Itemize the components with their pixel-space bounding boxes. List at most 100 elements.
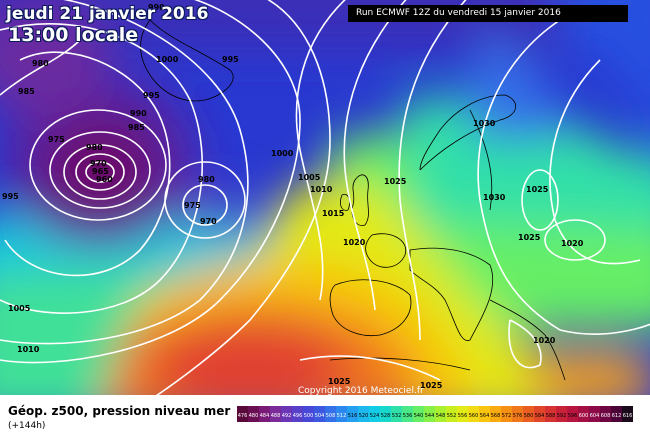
colorbar-label: 484 [260,413,270,419]
isobar-label: 1025 [526,185,549,194]
isobar-label: 975 [48,135,65,144]
colorbar-swatch [523,406,535,422]
colorbar-swatch [237,406,249,422]
model-run-label: Run ECMWF 12Z du vendredi 15 janvier 201… [348,5,628,22]
colorbar-swatch [468,406,480,422]
isobar-label: 1005 [8,304,31,313]
isobar-label: 1030 [473,119,496,128]
colorbar-label: 612 [612,413,622,419]
colorbar-label: 560 [469,413,479,419]
colorbar-label: 532 [392,413,402,419]
isobar-label: 1005 [298,173,321,182]
isobar-label: 970 [90,159,107,168]
isobar-label: 980 [32,59,49,68]
geopotential-field: 990 980 985 990 975 980 970 965 960 995 … [0,0,650,395]
colorbar-label: 548 [436,413,446,419]
colorbar-label: 520 [359,413,369,419]
colorbar-swatch [578,406,590,422]
colorbar-swatch [347,406,359,422]
colorbar-swatch [545,406,557,422]
isobar-label: 1020 [533,336,556,345]
legend-bar: Géop. z500, pression niveau mer (+144h) … [0,395,650,433]
isobar-label: 980 [198,175,215,184]
copyright-text: Copyright 2016 Meteociel.fr [298,386,424,396]
colorbar-label: 564 [480,413,490,419]
isobar-label: 1015 [322,209,345,218]
colorbar-label: 572 [502,413,512,419]
colorbar-swatch [457,406,469,422]
colorbar-label: 504 [315,413,325,419]
colorbar-swatch [380,406,392,422]
colorbar-swatch [248,406,260,422]
colorbar-label: 576 [513,413,523,419]
colorbar-swatch [501,406,513,422]
colorbar-label: 604 [590,413,600,419]
colorbar-swatch [611,406,623,422]
colorbar-label: 536 [403,413,413,419]
isobar-label: 1025 [328,377,351,386]
colorbar-label: 544 [425,413,435,419]
colorbar-label: 516 [348,413,358,419]
colorbar-label: 528 [381,413,391,419]
colorbar-swatch [314,406,326,422]
colorbar-label: 480 [249,413,259,419]
colorbar-swatch [358,406,370,422]
isobar-label: 1010 [17,345,40,354]
colorbar-label: 556 [458,413,468,419]
legend-title: Géop. z500, pression niveau mer [8,404,231,418]
colorbar-swatch [336,406,348,422]
weather-map: 990 980 985 990 975 980 970 965 960 995 … [0,0,650,395]
isobar-label: 995 [2,192,19,201]
isobar-label: 960 [96,175,113,184]
colorbar-swatch [325,406,337,422]
colorbar-label: 584 [535,413,545,419]
colorbar-label: 608 [601,413,611,419]
colorbar-label: 580 [524,413,534,419]
colorbar-swatch [259,406,271,422]
isobars [0,0,650,395]
isobar-label: 970 [200,217,217,226]
isobar-label: 985 [18,87,35,96]
isobar-label: 980 [86,143,103,152]
colorbar-swatch [391,406,403,422]
isobar-label: 975 [184,201,201,210]
colorbar-swatch [369,406,381,422]
colorbar-swatch [292,406,304,422]
forecast-lead: (+144h) [8,421,46,431]
isobar-label: 990 [130,109,147,118]
isobar-label: 1020 [561,239,584,248]
colorbar-swatch [303,406,315,422]
colorbar-label: 508 [326,413,336,419]
isobar-label: 1025 [518,233,541,242]
colorbar-swatch [413,406,425,422]
isobar-label: 1025 [420,381,443,390]
colorbar-swatch [270,406,282,422]
colorbar-swatch [281,406,293,422]
colorbar-label: 592 [557,413,567,419]
isobar-label: 1000 [271,149,294,158]
isobar-label: 995 [143,91,160,100]
isobar-label: 1025 [384,177,407,186]
colorbar-swatch [567,406,579,422]
colorbar-label: 540 [414,413,424,419]
colorbar-swatch [435,406,447,422]
colorbar-swatch [534,406,546,422]
isobar-label: 995 [222,55,239,64]
colorbar-swatch [479,406,491,422]
forecast-time: 13:00 locale [8,24,139,46]
colorbar-label: 476 [238,413,248,419]
isobar-label: 1000 [156,55,179,64]
colorbar-label: 524 [370,413,380,419]
colorbar-label: 500 [304,413,314,419]
colorbar-label: 512 [337,413,347,419]
colorbar-swatch [424,406,436,422]
colorbar-label: 616 [623,413,633,419]
colorbar-label: 596 [568,413,578,419]
colorbar-swatch [402,406,414,422]
isobar-label: 985 [128,123,145,132]
colorbar-swatch [622,406,633,422]
colorbar-label: 588 [546,413,556,419]
forecast-date: jeudi 21 janvier 2016 [6,4,209,24]
isobar-label: 1010 [310,185,333,194]
